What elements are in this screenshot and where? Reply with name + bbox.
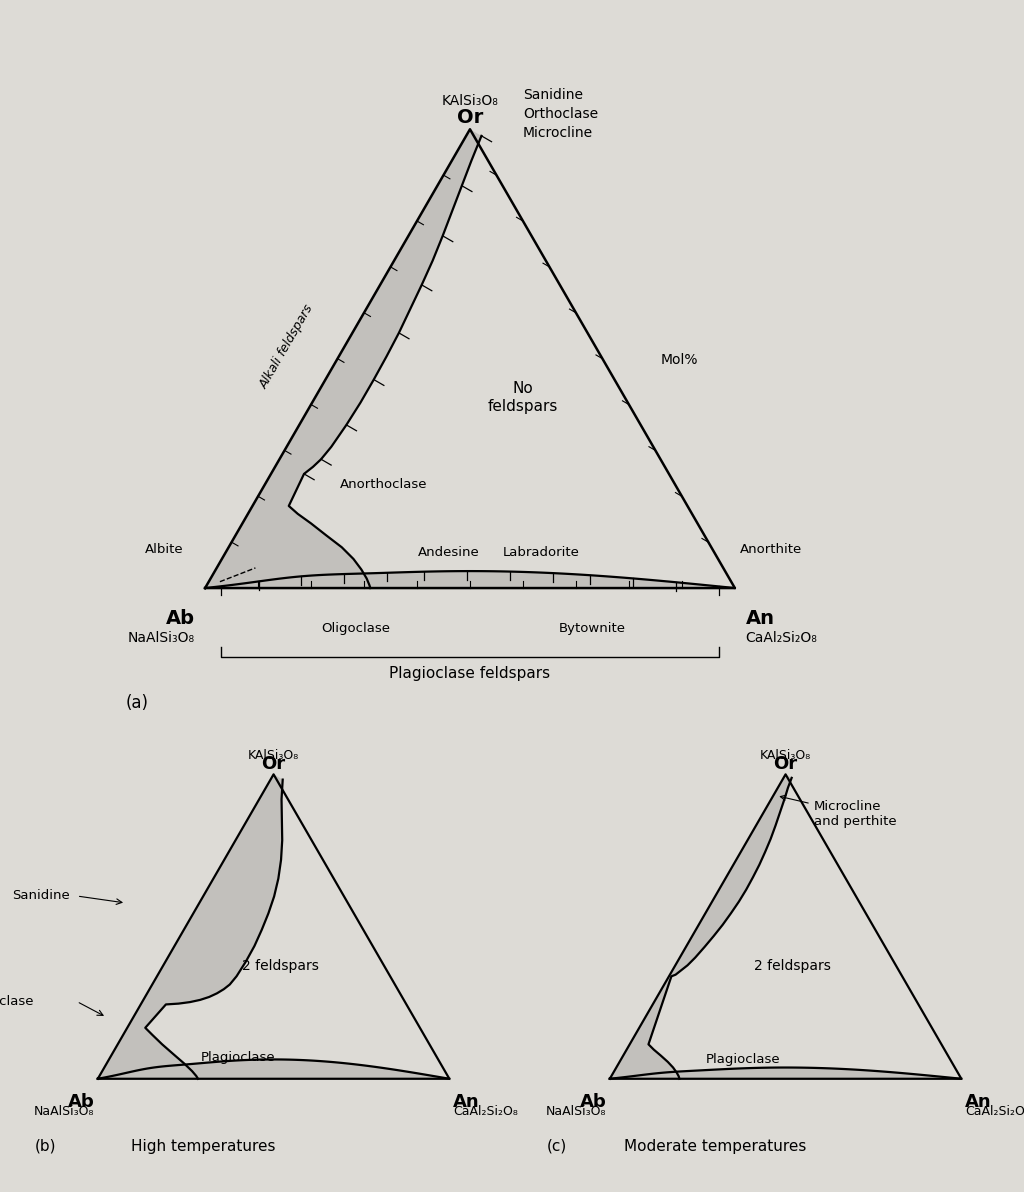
Text: An: An (965, 1093, 991, 1111)
Text: NaAlSi₃O₈: NaAlSi₃O₈ (127, 632, 195, 646)
Text: Or: Or (773, 755, 798, 772)
Polygon shape (98, 775, 283, 1079)
Text: An: An (745, 609, 774, 628)
Text: Ab: Ab (166, 609, 195, 628)
Text: Albite: Albite (145, 544, 184, 557)
Text: Ab: Ab (68, 1093, 94, 1111)
Text: Microcline: Microcline (523, 126, 593, 141)
Polygon shape (98, 1060, 450, 1079)
Text: Orthoclase: Orthoclase (523, 107, 598, 122)
Text: Bytownite: Bytownite (558, 622, 626, 635)
Text: Moderate temperatures: Moderate temperatures (624, 1138, 807, 1154)
Text: KAlSi₃O₈: KAlSi₃O₈ (248, 749, 299, 762)
Text: Plagioclase: Plagioclase (707, 1053, 780, 1066)
Text: An: An (453, 1093, 479, 1111)
Text: Plagioclase feldspars: Plagioclase feldspars (389, 666, 551, 682)
Text: (b): (b) (35, 1138, 56, 1154)
Text: Sanidine: Sanidine (12, 889, 70, 902)
Text: CaAl₂Si₂O₈: CaAl₂Si₂O₈ (965, 1105, 1024, 1118)
Text: 2 feldspars: 2 feldspars (754, 960, 831, 974)
Text: CaAl₂Si₂O₈: CaAl₂Si₂O₈ (453, 1105, 518, 1118)
Text: Alkali feldspars: Alkali feldspars (258, 303, 316, 391)
Text: NaAlSi₃O₈: NaAlSi₃O₈ (546, 1105, 606, 1118)
Text: Ab: Ab (580, 1093, 606, 1111)
Text: Anorthoclase: Anorthoclase (0, 995, 35, 1008)
Text: Anorthoclase: Anorthoclase (340, 478, 428, 491)
Text: CaAl₂Si₂O₈: CaAl₂Si₂O₈ (745, 632, 817, 646)
Text: 2 feldspars: 2 feldspars (242, 960, 319, 974)
Text: (c): (c) (547, 1138, 567, 1154)
Text: Anorthite: Anorthite (740, 544, 803, 557)
Text: Sanidine: Sanidine (523, 88, 583, 101)
Polygon shape (205, 129, 481, 588)
Polygon shape (610, 775, 792, 1079)
Text: Labradorite: Labradorite (503, 546, 580, 559)
Text: Oligoclase: Oligoclase (322, 622, 390, 635)
Text: Or: Or (457, 107, 483, 126)
Text: Or: Or (261, 755, 286, 772)
Text: Microcline
and perthite: Microcline and perthite (780, 795, 896, 828)
Text: KAlSi₃O₈: KAlSi₃O₈ (760, 749, 811, 762)
Text: Andesine: Andesine (418, 546, 479, 559)
Polygon shape (205, 571, 735, 588)
Text: Mol%: Mol% (660, 353, 698, 367)
Text: High temperatures: High temperatures (131, 1138, 275, 1154)
Text: (a): (a) (126, 694, 148, 712)
Text: Plagioclase: Plagioclase (201, 1051, 275, 1064)
Text: NaAlSi₃O₈: NaAlSi₃O₈ (34, 1105, 94, 1118)
Text: No
feldspars: No feldspars (487, 381, 558, 414)
Polygon shape (610, 1068, 962, 1079)
Text: KAlSi₃O₈: KAlSi₃O₈ (441, 94, 499, 108)
